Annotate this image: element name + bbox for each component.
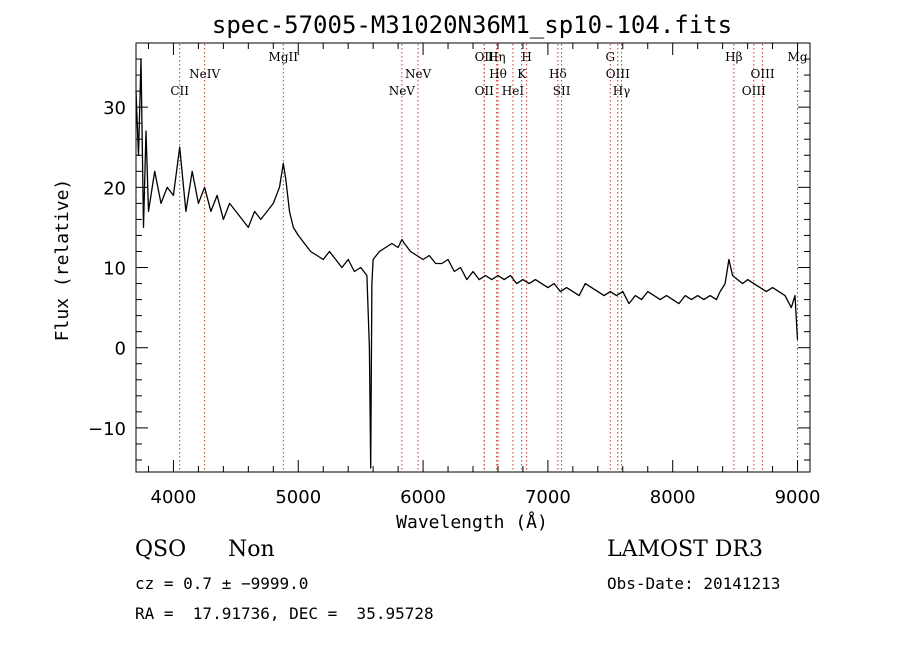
line-label-0: CII — [170, 84, 189, 98]
line-label-7: Hη — [488, 50, 506, 64]
plot-axes: 4000 5000 6000 7000 8000 9000 −10 0 10 20 30 — [88, 42, 821, 508]
flux-series-layer — [135, 58, 799, 469]
y-tick-label-1: 0 — [115, 339, 126, 360]
line-label-6: OII — [475, 84, 495, 98]
line-label-19: OIII — [751, 67, 775, 81]
line-label-10: H — [521, 50, 531, 64]
x-tick-label-0: 4000 — [151, 487, 197, 508]
plot-frame — [135, 42, 811, 473]
y-tick-label-3: 20 — [103, 178, 126, 199]
object-subclass: Non — [228, 537, 275, 562]
redshift-readout: cz = 0.7 ± −9999.0 — [135, 574, 309, 593]
series-line-flux — [135, 58, 799, 469]
line-label-17: Hβ — [725, 50, 742, 64]
line-label-18: OIII — [742, 84, 766, 98]
line-label-3: NeV — [389, 84, 416, 98]
y-tick-label-0: −10 — [88, 419, 126, 440]
line-label-11: K — [517, 67, 527, 81]
line-label-12: Hδ — [549, 67, 567, 81]
line-label-14: G — [605, 50, 615, 64]
y-axis-label: Flux (relative) — [52, 179, 73, 342]
coordinates-readout: RA = 17.91736, DEC = 35.95728 — [135, 604, 434, 623]
y-tick-label-4: 30 — [103, 98, 126, 119]
line-label-8: Hθ — [489, 67, 507, 81]
x-tick-label-5: 9000 — [775, 487, 821, 508]
x-tick-label-2: 6000 — [400, 487, 446, 508]
line-label-9: HeI — [502, 84, 525, 98]
x-tick-label-1: 5000 — [275, 487, 321, 508]
x-tick-label-3: 7000 — [525, 487, 571, 508]
line-label-2: MgII — [269, 50, 299, 64]
line-label-15: OIII — [606, 67, 630, 81]
object-class: QSO — [135, 537, 187, 562]
line-label-4: NeV — [405, 67, 432, 81]
line-label-1: NeIV — [189, 67, 220, 81]
line-label-16: Hγ — [613, 84, 631, 98]
chart-title: spec-57005-M31020N36M1_sp10-104.fits — [212, 11, 732, 39]
survey-name: LAMOST DR3 — [607, 537, 763, 562]
x-axis-label: Wavelength (Å) — [396, 511, 548, 533]
observation-date: Obs-Date: 20141213 — [607, 574, 781, 593]
line-label-13: SII — [553, 84, 571, 98]
y-tick-label-2: 10 — [103, 259, 126, 280]
x-tick-label-4: 8000 — [650, 487, 696, 508]
line-label-20: Mg — [788, 50, 808, 64]
